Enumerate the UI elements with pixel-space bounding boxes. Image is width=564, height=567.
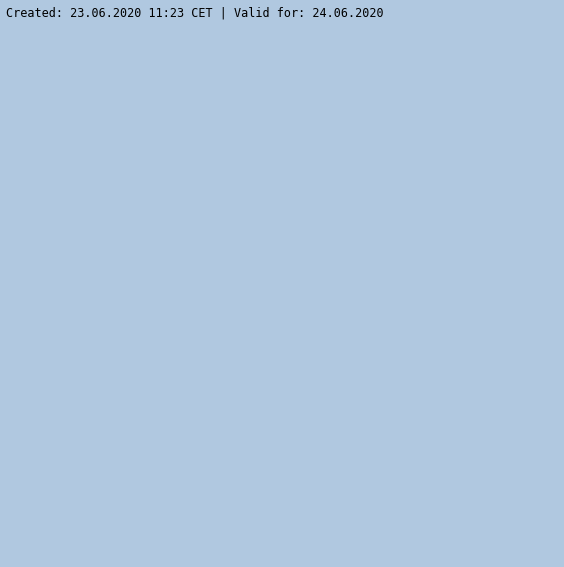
Text: Created: 23.06.2020 11:23 CET | Valid for: 24.06.2020: Created: 23.06.2020 11:23 CET | Valid fo… (6, 6, 384, 19)
